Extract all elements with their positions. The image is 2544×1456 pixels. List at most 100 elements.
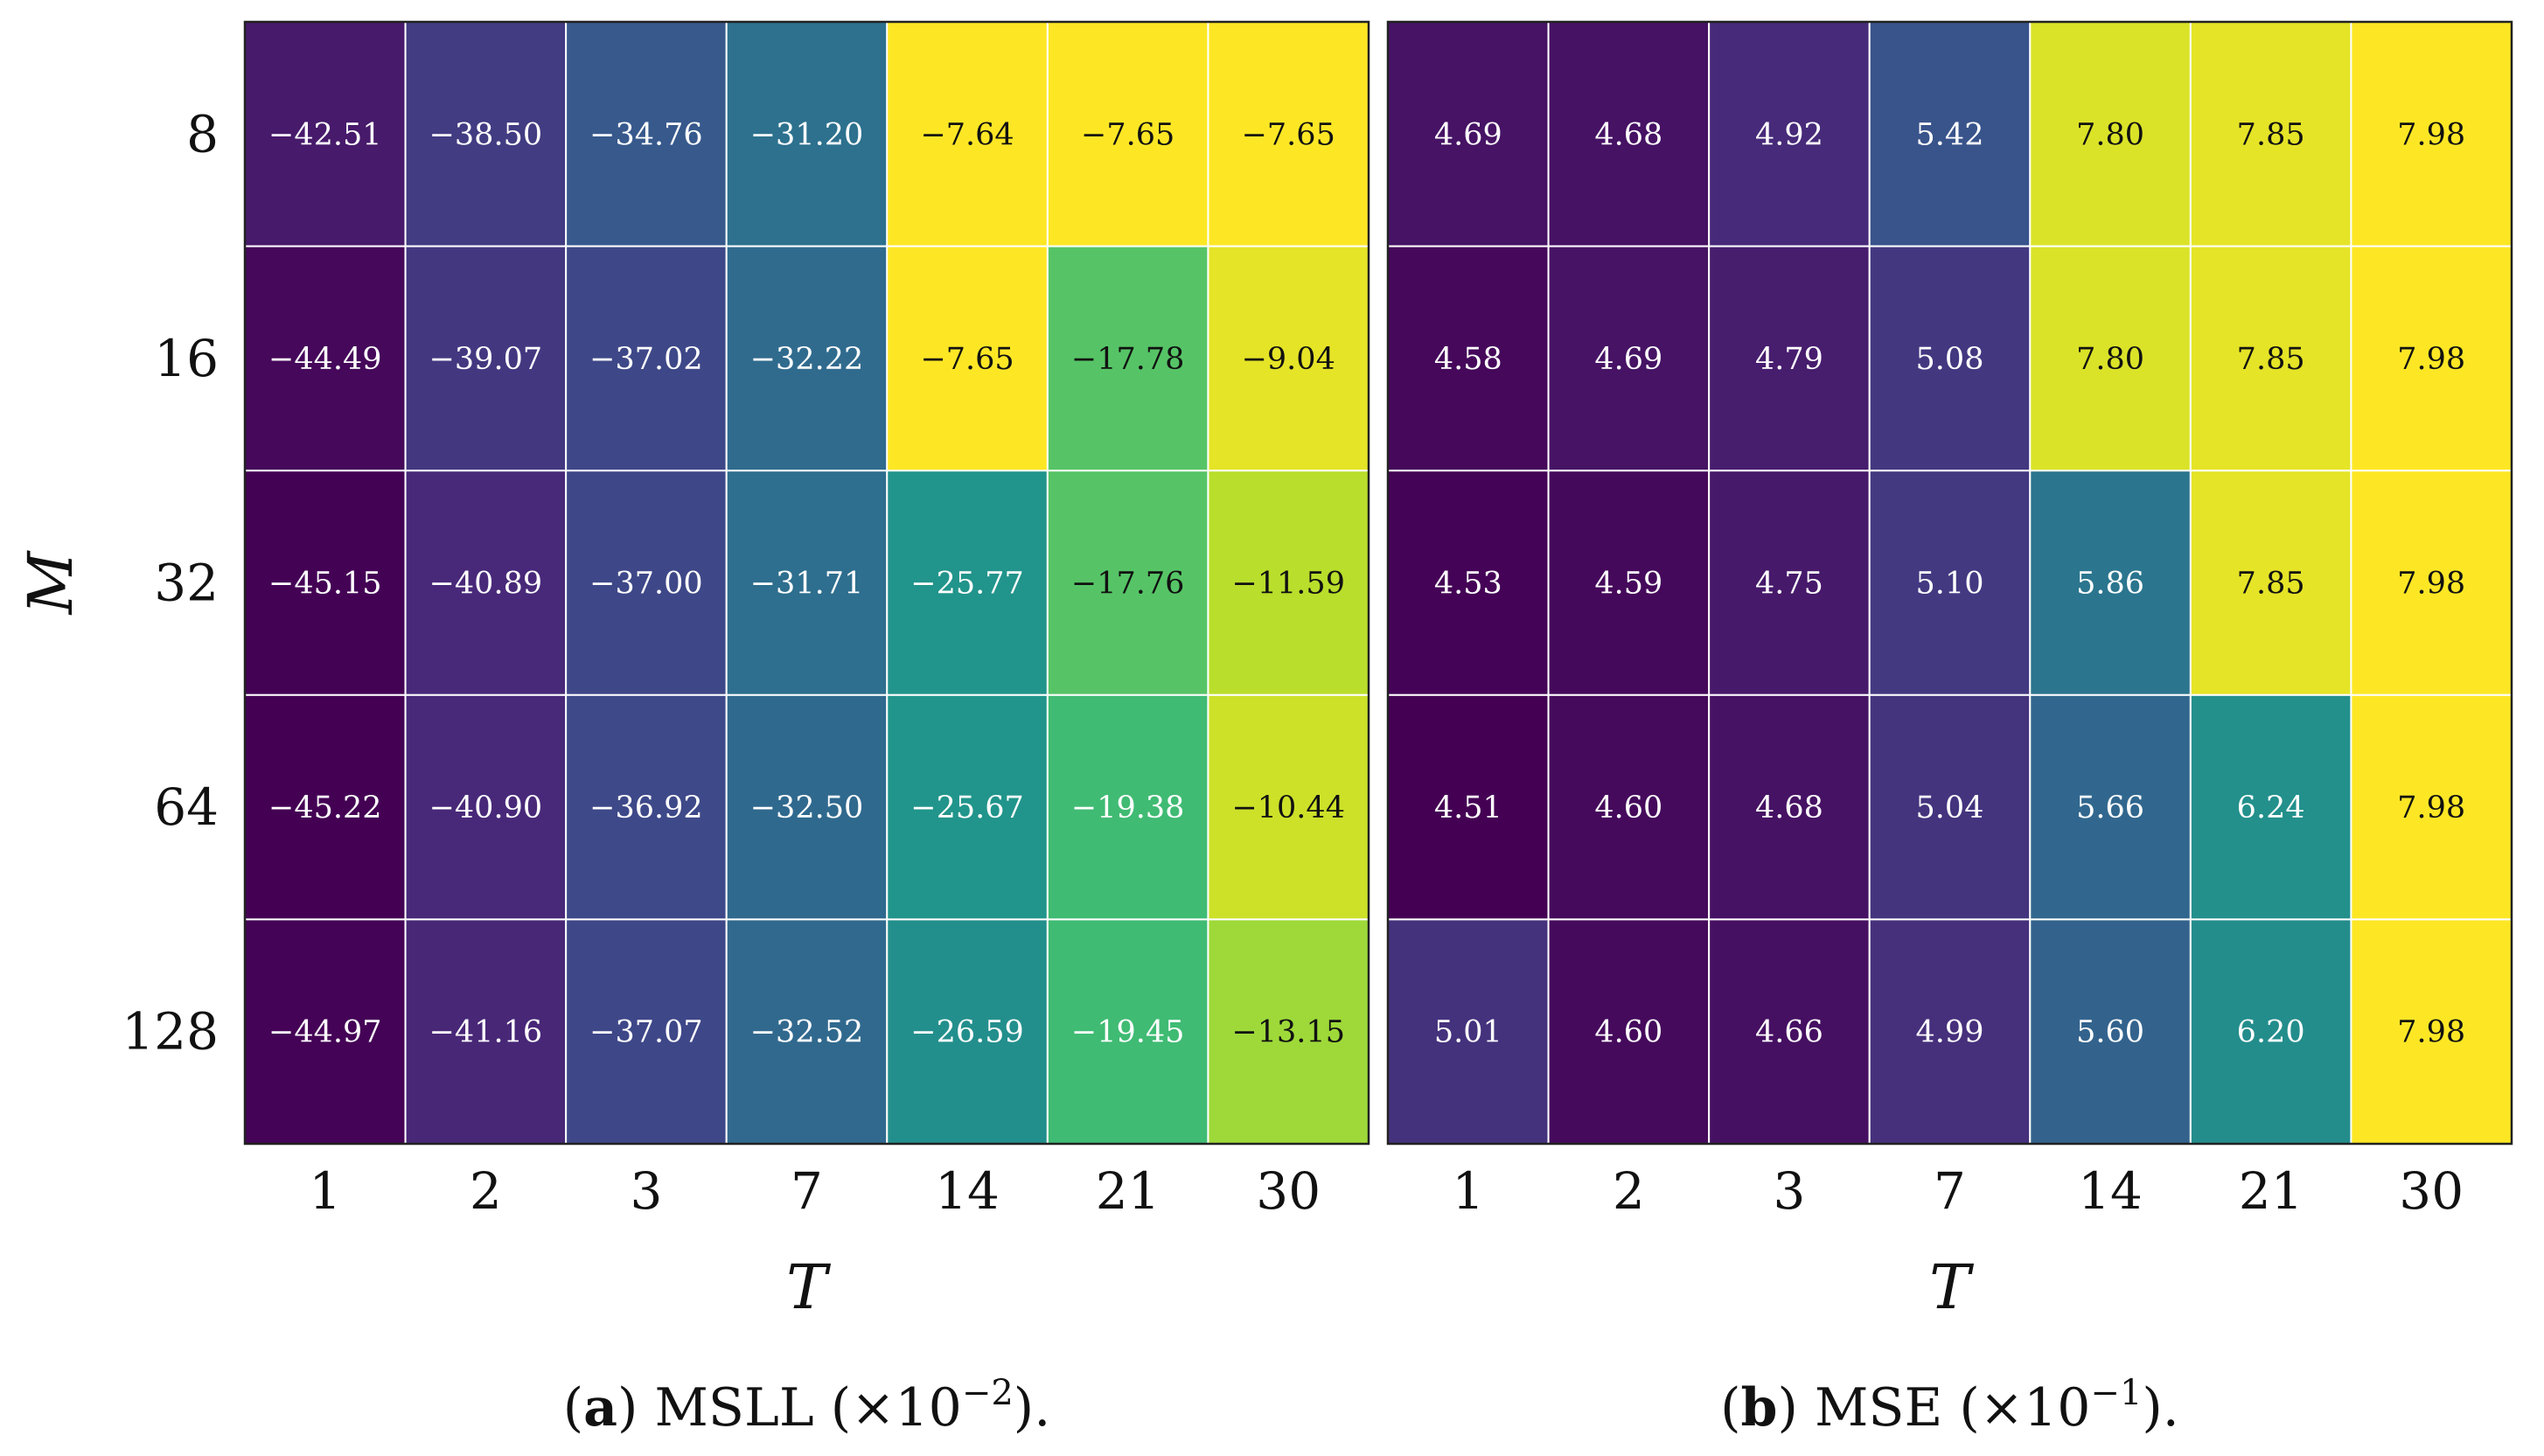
cell-value-label: −37.02 <box>589 342 703 377</box>
heatmap-cell <box>404 693 568 921</box>
heatmap-cell <box>1046 693 1209 921</box>
heatmap-cell <box>404 21 568 247</box>
heatmap-cell <box>725 21 889 247</box>
heatmap-panel-a: −42.51 −38.50 −34.76 −31.20 −7.64 −7.65 −7.65 −… <box>15 20 1370 1439</box>
cell-value-label: 7.98 <box>2397 1015 2465 1050</box>
cell-value-label: −31.71 <box>750 567 864 602</box>
cell-value-label: 5.10 <box>1916 567 1984 602</box>
heatmap-cell <box>2029 470 2192 696</box>
heatmap-cell <box>1046 470 1209 696</box>
cell-value-label: 4.69 <box>1594 342 1662 377</box>
cell-value-label: −26.59 <box>910 1015 1024 1050</box>
heatmap-cell <box>244 693 407 921</box>
heatmap-cell <box>1547 918 1711 1146</box>
heatmap-cell <box>2029 693 2192 921</box>
cell-value-label: −41.16 <box>429 1015 543 1050</box>
cell-value-label: −45.22 <box>268 791 382 826</box>
x-tick-label: 30 <box>2399 1161 2464 1221</box>
cell-value-label: −9.04 <box>1242 342 1335 377</box>
cell-value-label: 7.98 <box>2397 342 2465 377</box>
heatmap-cell <box>1868 470 2032 696</box>
plot-frame <box>243 20 1370 1146</box>
cell-value-label: 5.66 <box>2076 791 2144 826</box>
cell-value-label: −25.77 <box>910 567 1024 602</box>
cell-value-label: −10.44 <box>1231 791 1345 826</box>
cell-value-label: −36.92 <box>589 791 703 826</box>
cell-value-label: 7.98 <box>2397 567 2465 602</box>
cell-value-label: 4.66 <box>1755 1015 1823 1050</box>
x-tick-label: 1 <box>309 1161 341 1221</box>
cell-value-label: −32.52 <box>750 1015 864 1050</box>
heatmap-cell <box>1207 245 1370 472</box>
cell-value-label: 4.99 <box>1916 1015 1984 1050</box>
heatmap-cell <box>1387 21 1550 247</box>
heatmap-cell <box>2350 21 2513 247</box>
x-tick-label: 14 <box>935 1161 1000 1221</box>
heatmap-cell <box>1207 470 1370 696</box>
heatmap-cell <box>244 918 407 1146</box>
heatmap-cell <box>1868 693 2032 921</box>
cell-value-label: 5.01 <box>1434 1015 1502 1050</box>
x-tick-label: 7 <box>1934 1161 1966 1221</box>
cell-value-label: 4.59 <box>1594 567 1662 602</box>
cell-value-label: 4.53 <box>1434 567 1502 602</box>
cell-value-label: 5.42 <box>1916 117 1984 152</box>
heatmap-cell <box>1547 693 1711 921</box>
heatmap-cell <box>244 470 407 696</box>
heatmap-cell <box>565 245 728 472</box>
cell-value-label: −31.20 <box>750 117 864 152</box>
cell-value-label: −13.15 <box>1231 1015 1345 1050</box>
cell-value-label: 4.51 <box>1434 791 1502 826</box>
cell-value-label: 6.20 <box>2237 1015 2305 1050</box>
cell-value-label: 7.98 <box>2397 117 2465 152</box>
heatmap-panel-b: 4.69 4.68 4.92 5.42 7.80 7.85 7.98 4.58 4.69 4.79… <box>1386 20 2513 1439</box>
heatmap-cell <box>1868 245 2032 472</box>
cell-value-label: −7.65 <box>920 342 1014 377</box>
y-tick-label: 64 <box>154 777 219 837</box>
cell-value-label: 7.98 <box>2397 791 2465 826</box>
y-tick-label: 32 <box>154 554 219 613</box>
cell-value-label: 4.75 <box>1755 567 1823 602</box>
cell-value-label: −37.07 <box>589 1015 703 1050</box>
cell-value-label: 4.79 <box>1755 342 1823 377</box>
cell-value-label: 4.60 <box>1594 1015 1662 1050</box>
heatmap-cell <box>1868 918 2032 1146</box>
heatmap-cell <box>886 470 1049 696</box>
plot-frame <box>1386 20 2513 1146</box>
cell-value-label: 4.60 <box>1594 791 1662 826</box>
heatmap-cell <box>244 245 407 472</box>
heatmap-cell <box>886 245 1049 472</box>
cell-value-label: 5.04 <box>1916 791 1984 826</box>
cell-value-label: −32.22 <box>750 342 864 377</box>
y-tick-label: 128 <box>122 1002 219 1062</box>
cell-value-label: 5.08 <box>1916 342 1984 377</box>
x-tick-label: 2 <box>470 1161 502 1221</box>
heatmap-cell <box>565 470 728 696</box>
heatmap-cell <box>1207 693 1370 921</box>
heatmap-cell <box>1046 245 1209 472</box>
x-tick-label: 3 <box>1773 1161 1805 1221</box>
cell-value-label: 7.85 <box>2237 567 2305 602</box>
heatmap-cell <box>1708 918 1871 1146</box>
cell-value-label: −25.67 <box>910 791 1024 826</box>
heatmap-cell <box>886 21 1049 247</box>
cell-value-label: −11.59 <box>1231 567 1345 602</box>
cell-value-label: 4.68 <box>1594 117 1662 152</box>
heatmap-cell <box>1868 21 2032 247</box>
cell-value-label: −45.15 <box>268 567 382 602</box>
x-tick-label: 14 <box>2078 1161 2143 1221</box>
heatmap-cell <box>1708 245 1871 472</box>
panel-caption: (a) MSLL (×10−2). <box>563 1373 1051 1439</box>
heatmap-cell <box>244 21 407 247</box>
heatmap-cell <box>2350 470 2513 696</box>
y-tick-label: 16 <box>154 329 219 388</box>
cell-value-label: 7.85 <box>2237 342 2305 377</box>
heatmap-cell <box>1046 21 1209 247</box>
cell-value-label: −44.97 <box>268 1015 382 1050</box>
cell-value-label: −7.65 <box>1242 117 1335 152</box>
cell-value-label: −34.76 <box>589 117 703 152</box>
y-tick-label: 8 <box>186 104 219 164</box>
heatmap-cell <box>1547 470 1711 696</box>
cell-value-label: −17.76 <box>1071 567 1185 602</box>
x-axis-title: T <box>786 1251 831 1323</box>
